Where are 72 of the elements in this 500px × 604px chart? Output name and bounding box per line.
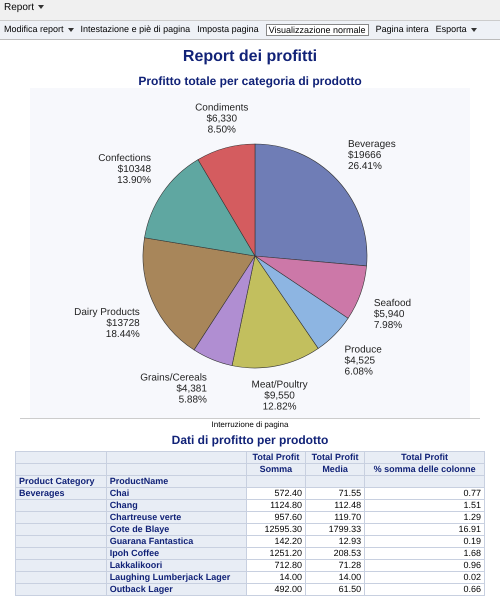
data-label: 14.00 — [246, 572, 306, 584]
text: ProductName — [106, 476, 246, 488]
data-label: 0.19 — [364, 536, 484, 548]
data-label: 71.55 — [306, 488, 365, 500]
text: Imposta pagina — [197, 24, 259, 36]
data-label: 16.91 — [364, 524, 484, 536]
data-label: 0.77 — [364, 488, 484, 500]
data-label: $4,381 5.88% — [176, 383, 208, 406]
data-label: 12.93 — [306, 536, 365, 548]
text: Report — [4, 2, 34, 13]
slice-label: Confections — [98, 152, 152, 164]
category-label: Guarana Fantastica — [106, 536, 246, 548]
chart-title: Report dei profitti — [182, 48, 318, 66]
slice-label: Meat/Poultry — [252, 380, 308, 391]
data-label: 208.53 — [306, 548, 365, 560]
data-label: $13728 18.44% — [106, 318, 140, 340]
data-label: 0.96 — [364, 560, 484, 572]
text: Total Profit — [364, 452, 484, 464]
data-label: 492.00 — [246, 584, 306, 596]
text: Interruzione di pagina — [20, 418, 480, 429]
category-label: Cote de Blaye — [106, 524, 246, 536]
category-label: Ipoh Coffee — [106, 548, 246, 560]
category-label: Laughing Lumberjack Lager — [106, 572, 246, 584]
slice-label: Condiments — [195, 102, 248, 114]
data-label: 1251.20 — [246, 548, 306, 560]
data-label: $6,330 8.50% — [206, 113, 238, 136]
data-label: 61.50 — [306, 584, 365, 596]
data-label: 142.20 — [246, 536, 306, 548]
text: Total Profit — [306, 452, 365, 464]
data-label: 0.66 — [364, 584, 484, 596]
data-label: $5,940 7.98% — [374, 308, 405, 331]
chart-subtitle: Profitto totale per categoria di prodotto — [137, 74, 363, 88]
series-label: % somma delle colonne — [364, 464, 484, 476]
slice-label: Dairy Products — [74, 306, 140, 318]
slice-label: Beverages — [348, 138, 396, 150]
series-label: Somma — [246, 464, 306, 476]
text: Intestazione e piè di pagina — [80, 24, 190, 36]
data-label: 119.70 — [306, 512, 365, 524]
text: Total Profit — [246, 452, 306, 464]
data-label: 572.40 — [246, 488, 306, 500]
slice-label: Produce — [344, 344, 382, 356]
data-label: 12595.30 — [246, 524, 306, 536]
data-label: 1.29 — [364, 512, 484, 524]
data-label: $9,550 12.82% — [262, 390, 297, 413]
data-label: 14.00 — [306, 572, 365, 584]
data-label: $4,525 6.08% — [344, 356, 376, 378]
data-label: 1124.80 — [246, 500, 306, 512]
category-label: Chang — [106, 500, 246, 512]
data-label: 0.02 — [364, 572, 484, 584]
text: Beverages — [16, 488, 106, 500]
category-label: Lakkalikoori — [106, 560, 246, 572]
data-label: 1.68 — [364, 548, 484, 560]
data-label: 1.51 — [364, 500, 484, 512]
text: Pagina intera — [376, 24, 429, 36]
data-label: 1799.33 — [306, 524, 365, 536]
text: Esporta — [436, 24, 468, 36]
text: Product Category — [16, 476, 106, 488]
data-label: 112.48 — [306, 500, 365, 512]
text: Dati di profitto per prodotto — [170, 433, 330, 447]
data-label: 957.60 — [246, 512, 306, 524]
category-label: Chai — [106, 488, 246, 500]
category-label: Outback Lager — [106, 584, 246, 596]
data-label: $19666 26.41% — [348, 150, 382, 172]
text: Modifica report — [4, 24, 65, 36]
data-label: $10348 13.90% — [117, 164, 152, 186]
data-label: 71.28 — [306, 560, 365, 572]
text: Visualizzazione normale — [266, 24, 369, 36]
series-label: Media — [306, 464, 365, 476]
data-label: 712.80 — [246, 560, 306, 572]
slice-label: Seafood — [374, 298, 412, 309]
category-label: Chartreuse verte — [106, 512, 246, 524]
slice-label: Grains/Cereals — [140, 372, 207, 384]
